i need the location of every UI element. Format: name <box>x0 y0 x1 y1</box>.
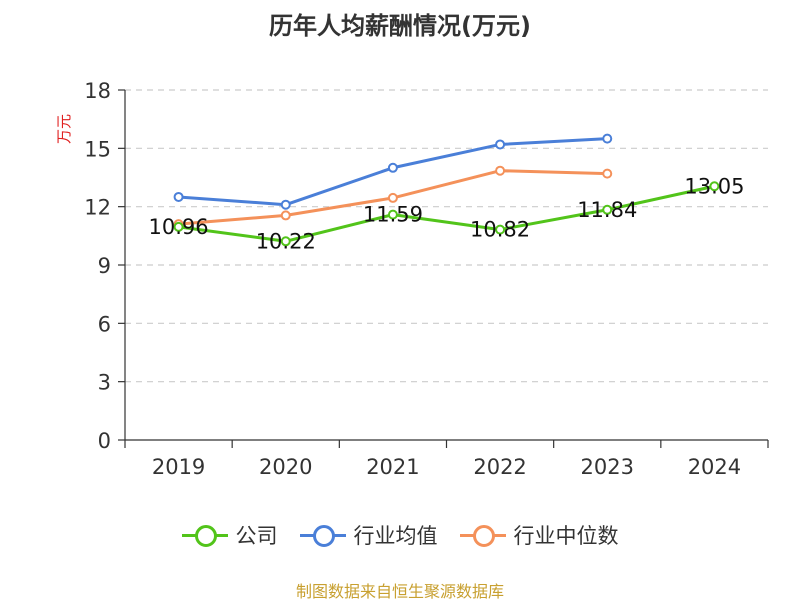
data-label: 10.96 <box>149 215 209 239</box>
data-point-0 <box>709 181 720 192</box>
y-tick-label: 18 <box>84 79 111 103</box>
data-label: 11.59 <box>363 203 423 227</box>
data-point-0 <box>280 236 291 247</box>
data-point-0 <box>387 209 398 220</box>
data-label: 10.22 <box>256 229 316 253</box>
legend-swatch-industry-median <box>459 523 506 547</box>
data-point-1 <box>387 162 398 173</box>
legend: 公司 行业均值 行业中位数 <box>0 520 800 550</box>
x-tick-label: 2021 <box>366 455 419 479</box>
data-point-2 <box>495 165 506 176</box>
legend-item-company[interactable]: 公司 <box>181 520 278 550</box>
data-point-1 <box>280 199 291 210</box>
data-label: 11.84 <box>577 198 637 222</box>
y-tick-label: 6 <box>98 312 111 336</box>
data-label: 10.82 <box>470 218 530 242</box>
data-source-note: 制图数据来自恒生聚源数据库 <box>295 582 504 601</box>
x-tick-label: 2019 <box>152 455 205 479</box>
x-tick-label: 2020 <box>259 455 312 479</box>
chart-title: 历年人均薪酬情况(万元) <box>269 12 531 40</box>
y-tick-label: 0 <box>98 429 111 453</box>
data-point-0 <box>602 204 613 215</box>
x-tick-label: 2024 <box>688 455 741 479</box>
y-tick-label: 15 <box>84 137 111 161</box>
data-point-2 <box>280 210 291 221</box>
legend-swatch-company <box>181 523 228 547</box>
data-point-2 <box>602 168 613 179</box>
data-point-0 <box>495 224 506 235</box>
legend-swatch-industry-mean <box>299 523 346 547</box>
data-point-2 <box>387 192 398 203</box>
x-tick-label: 2022 <box>473 455 526 479</box>
data-point-1 <box>173 191 184 202</box>
data-point-0 <box>173 221 184 232</box>
data-point-1 <box>495 139 506 150</box>
x-tick-label: 2023 <box>581 455 634 479</box>
legend-label-company: 公司 <box>235 524 278 548</box>
y-tick-label: 3 <box>98 371 111 395</box>
y-tick-label: 12 <box>84 196 111 220</box>
data-point-1 <box>602 133 613 144</box>
legend-label-industry-mean: 行业均值 <box>353 524 438 548</box>
legend-item-industry-median[interactable]: 行业中位数 <box>459 520 619 550</box>
legend-label-industry-median: 行业中位数 <box>513 524 619 548</box>
legend-item-industry-mean[interactable]: 行业均值 <box>299 520 438 550</box>
y-tick-label: 9 <box>98 254 111 278</box>
series-line-0 <box>178 184 715 243</box>
data-label: 13.05 <box>684 174 744 198</box>
